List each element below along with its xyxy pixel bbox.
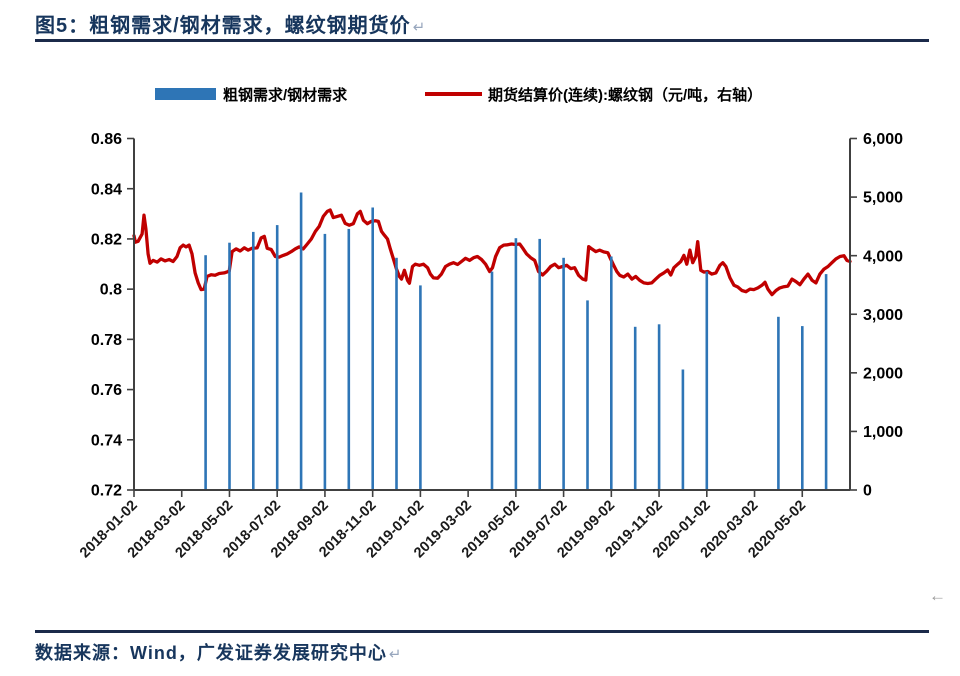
ratio-bar bbox=[347, 228, 351, 490]
ratio-bar bbox=[323, 233, 327, 490]
ratio-bar bbox=[705, 271, 709, 490]
right-axis-label: 5,000 bbox=[863, 190, 903, 207]
ratio-bar bbox=[371, 207, 374, 490]
ratio-bar bbox=[538, 238, 541, 490]
ratio-bar bbox=[395, 257, 398, 490]
right-axis-label: 0 bbox=[863, 483, 872, 500]
figure-title-text: 图5：粗钢需求/钢材需求，螺纹钢期货价 bbox=[35, 15, 411, 37]
data-source-note: 数据来源：Wind，广发证券发展研究中心 ↵ bbox=[35, 639, 402, 665]
ratio-bar bbox=[514, 238, 518, 490]
legend-bar-swatch-icon bbox=[155, 88, 216, 100]
price-line bbox=[132, 208, 852, 297]
legend-line-label: 期货结算价(连续):螺纹钢（元/吨，右轴） bbox=[488, 87, 763, 104]
left-axis-label: 0.86 bbox=[91, 131, 122, 148]
ratio-bar bbox=[299, 192, 303, 490]
figure-title: 图5：粗钢需求/钢材需求，螺纹钢期货价 ↵ bbox=[35, 9, 426, 38]
ratio-bar bbox=[610, 256, 613, 490]
right-axis-label: 4,000 bbox=[863, 248, 903, 265]
return-mark-icon: ↵ bbox=[388, 646, 403, 663]
ratio-bar bbox=[777, 316, 780, 490]
right-axis-label: 2,000 bbox=[863, 365, 903, 382]
ratio-bar bbox=[490, 271, 494, 490]
ratio-bar bbox=[657, 324, 661, 490]
ratio-bar bbox=[586, 300, 589, 490]
title-divider-line bbox=[35, 39, 929, 42]
left-arrow-mark-icon: ← bbox=[929, 586, 946, 605]
left-axis-label: 0.72 bbox=[91, 483, 122, 500]
right-axis-label: 3,000 bbox=[863, 307, 903, 324]
ratio-bar bbox=[252, 231, 255, 490]
footer-divider-line bbox=[35, 630, 929, 633]
ratio-bar bbox=[204, 255, 207, 490]
right-axis-label: 6,000 bbox=[863, 131, 903, 148]
ratio-bar bbox=[228, 242, 231, 490]
return-mark-icon: ↵ bbox=[412, 19, 427, 36]
ratio-bar bbox=[275, 225, 279, 490]
left-axis-label: 0.8 bbox=[100, 282, 122, 299]
ratio-bar bbox=[562, 257, 565, 490]
ratio-bar bbox=[801, 326, 804, 490]
left-axis-label: 0.84 bbox=[91, 181, 122, 198]
legend-line-swatch-icon bbox=[425, 92, 482, 96]
left-axis-label: 0.76 bbox=[91, 382, 122, 399]
ratio-bar bbox=[419, 285, 422, 490]
data-source-text: 数据来源：Wind，广发证券发展研究中心 bbox=[35, 643, 387, 663]
ratio-bar bbox=[633, 326, 637, 490]
ratio-bar bbox=[824, 274, 828, 490]
left-axis-label: 0.82 bbox=[91, 232, 122, 249]
left-axis-label: 0.78 bbox=[91, 332, 122, 349]
left-axis-label: 0.74 bbox=[91, 432, 122, 449]
ratio-bar bbox=[681, 369, 685, 490]
legend-bar-label: 粗钢需求/钢材需求 bbox=[223, 87, 348, 104]
right-axis-label: 1,000 bbox=[863, 424, 903, 441]
